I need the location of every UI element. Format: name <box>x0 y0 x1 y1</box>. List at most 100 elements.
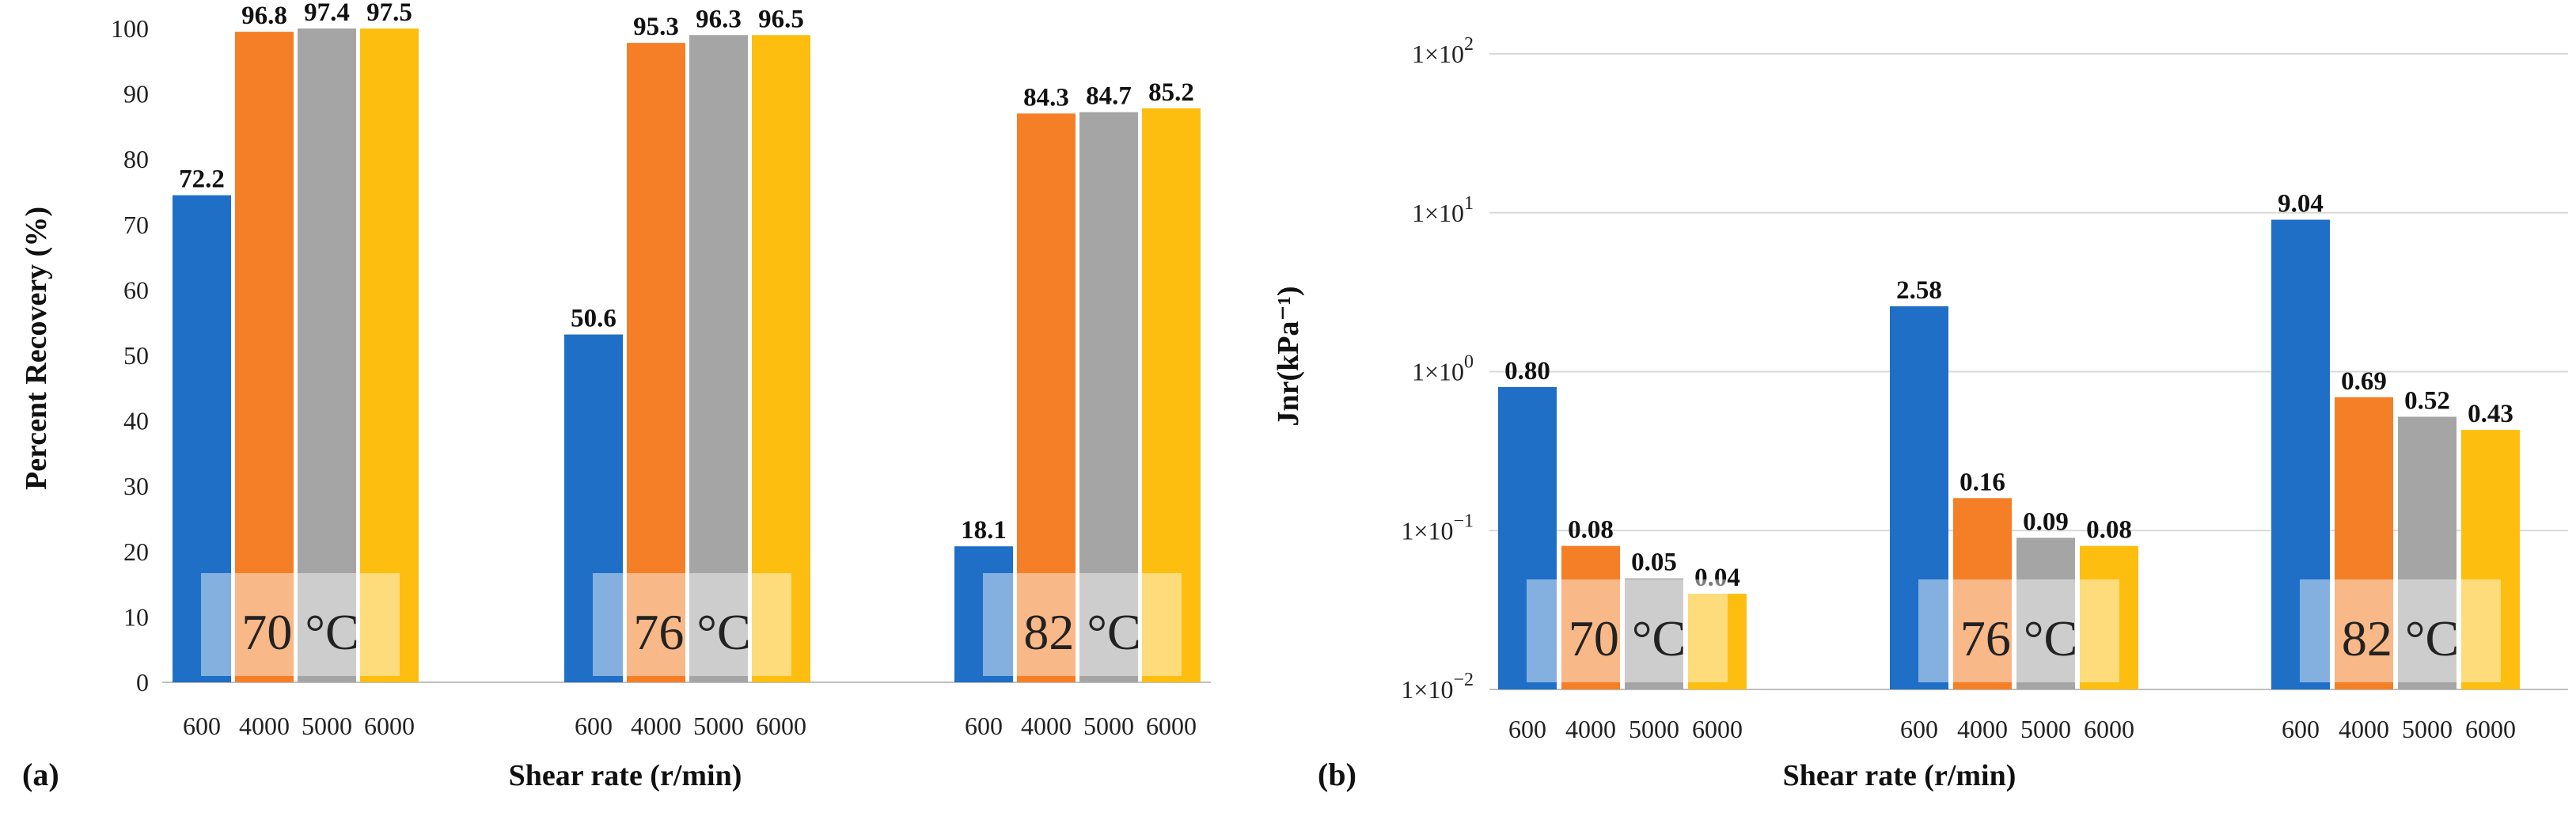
y-tick-label: 1×10−2 <box>1401 670 1474 704</box>
x-tick-label: 5000 <box>693 712 744 740</box>
bar <box>1890 306 1948 689</box>
bar <box>1625 578 1683 689</box>
data-label: 85.2 <box>1148 78 1194 107</box>
bar <box>1953 498 2012 689</box>
y-tick-label: 100 <box>111 14 149 43</box>
y-tick-label: 30 <box>123 472 149 500</box>
x-tick-label: 5000 <box>1083 712 1134 740</box>
x-tick-label: 5000 <box>1629 715 1679 743</box>
x-tick-label: 6000 <box>1692 715 1743 743</box>
x-tick-label: 600 <box>1900 715 1938 743</box>
panel-a: Percent Recovery (%) Shear rate (r/min) … <box>20 0 1211 792</box>
x-tick-label: 4000 <box>2339 715 2389 743</box>
y-tick-label: 60 <box>123 275 149 304</box>
data-label: 96.3 <box>696 5 742 33</box>
data-label: 0.43 <box>2468 400 2513 428</box>
temperature-label: 82 °C <box>2342 610 2459 666</box>
data-label: 84.3 <box>1023 83 1069 112</box>
y-tick-label: 90 <box>123 80 149 108</box>
temperature-label: 70 °C <box>1569 610 1686 666</box>
panel-a-xlabel: Shear rate (r/min) <box>509 759 742 792</box>
x-tick-label: 4000 <box>1957 715 2008 743</box>
data-label: 0.08 <box>2086 516 2132 545</box>
data-label: 96.5 <box>758 5 804 33</box>
x-tick-label: 600 <box>1508 715 1546 743</box>
x-tick-label: 6000 <box>364 712 415 740</box>
data-label: 0.69 <box>2341 367 2387 396</box>
bar <box>1079 112 1138 682</box>
data-label: 2.58 <box>1896 276 1942 305</box>
bar <box>1017 113 1076 682</box>
bar <box>2080 545 2138 689</box>
bar <box>752 35 810 682</box>
bar <box>173 195 231 682</box>
panel-b-xlabel: Shear rate (r/min) <box>1783 759 2016 792</box>
x-tick-label: 5000 <box>2020 715 2071 743</box>
panel-a-label: (a) <box>22 757 59 792</box>
bar <box>360 28 419 682</box>
x-tick-label: 600 <box>2282 715 2320 743</box>
panel-b: Jnr(kPa⁻¹) Shear rate (r/min) (b) 1×10−2… <box>1272 34 2568 792</box>
x-tick-label: 5000 <box>2402 715 2453 743</box>
bar <box>2271 219 2330 689</box>
bar <box>2398 416 2456 689</box>
x-tick-label: 600 <box>965 712 1003 740</box>
y-tick-label: 70 <box>123 211 149 239</box>
data-label: 72.2 <box>179 165 225 194</box>
data-label: 0.08 <box>1568 516 1614 545</box>
y-tick-label: 40 <box>123 407 149 435</box>
x-tick-label: 4000 <box>631 712 681 740</box>
x-tick-label: 6000 <box>2465 715 2516 743</box>
temperature-box <box>983 573 1182 676</box>
temperature-label: 70 °C <box>241 604 359 660</box>
temperature-box <box>1918 579 2119 682</box>
y-tick-label: 0 <box>136 668 149 697</box>
data-label: 0.04 <box>1694 564 1740 592</box>
y-tick-label: 1×10−1 <box>1401 511 1474 545</box>
bar <box>954 546 1013 682</box>
panel-a-ylabel: Percent Recovery (%) <box>20 207 53 490</box>
x-tick-label: 6000 <box>756 712 806 740</box>
data-label: 97.5 <box>366 0 412 27</box>
x-tick-label: 600 <box>575 712 613 740</box>
x-tick-label: 5000 <box>302 712 352 740</box>
temperature-label: 76 °C <box>633 604 750 660</box>
bar <box>2016 537 2075 689</box>
temperature-box <box>593 573 791 676</box>
bar <box>1561 545 1620 689</box>
y-tick-label: 1×102 <box>1412 34 1474 68</box>
y-tick-label: 1×101 <box>1412 193 1474 227</box>
y-tick-label: 10 <box>123 602 149 631</box>
data-label: 84.7 <box>1086 82 1132 111</box>
x-tick-label: 6000 <box>1146 712 1197 740</box>
bar <box>298 28 356 682</box>
temperature-label: 82 °C <box>1023 604 1140 660</box>
y-tick-label: 50 <box>123 341 149 370</box>
bar <box>2461 430 2520 689</box>
temperature-box <box>1527 579 1728 682</box>
bar <box>1142 108 1201 683</box>
data-label: 97.4 <box>304 0 350 27</box>
x-tick-label: 4000 <box>239 712 290 740</box>
data-label: 0.52 <box>2404 387 2450 416</box>
x-tick-label: 600 <box>183 712 221 740</box>
bar <box>1688 594 1747 689</box>
bar <box>235 32 294 682</box>
temperature-box <box>201 573 400 676</box>
y-tick-label: 20 <box>123 537 149 566</box>
temperature-label: 76 °C <box>1960 610 2077 666</box>
bar <box>627 43 685 683</box>
temperature-box <box>2300 579 2501 682</box>
y-tick-label: 80 <box>123 145 149 173</box>
x-tick-label: 4000 <box>1021 712 1072 740</box>
x-tick-label: 6000 <box>2084 715 2134 743</box>
panel-b-label: (b) <box>1318 757 1356 792</box>
panel-b-ylabel: Jnr(kPa⁻¹) <box>1272 286 1305 426</box>
data-label: 0.16 <box>1960 468 2005 496</box>
bar <box>689 35 748 682</box>
data-label: 9.04 <box>2278 190 2324 218</box>
data-label: 50.6 <box>571 305 616 333</box>
bar <box>1498 386 1557 689</box>
